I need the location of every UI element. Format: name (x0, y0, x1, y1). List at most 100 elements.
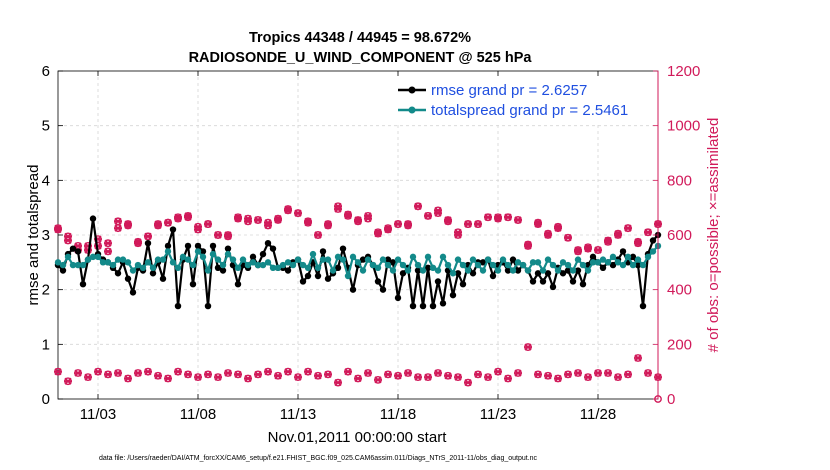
obs-assimilated-point (204, 220, 212, 228)
y-right-tick-label: 200 (667, 336, 692, 353)
obs-assimilated-point (264, 221, 272, 229)
obs-assimilated-point (344, 368, 352, 376)
obs-assimilated-point (424, 373, 432, 381)
totalspread-point (139, 264, 147, 271)
obs-assimilated-point (554, 224, 562, 232)
totalspread-point (194, 248, 202, 255)
obs-assimilated-point (444, 372, 452, 380)
obs-assimilated-point (304, 219, 312, 227)
obs-assimilated-point (524, 343, 532, 351)
obs-assimilated-point (554, 374, 562, 383)
x-tick-label: 11/18 (380, 406, 416, 423)
rmse-point (569, 278, 577, 285)
totalspread-point (589, 259, 597, 266)
obs-assimilated-point (564, 234, 572, 242)
obs-assimilated-point (434, 206, 442, 214)
obs-assimilated-point (644, 228, 652, 236)
totalspread-point (184, 256, 192, 263)
obs-assimilated-point (404, 220, 412, 228)
totalspread-point (649, 248, 657, 255)
totalspread-point (519, 261, 527, 269)
obs-assimilated-point (54, 368, 62, 376)
obs-assimilated-point (384, 370, 392, 378)
obs-assimilated-point (514, 216, 522, 224)
totalspread-point (294, 256, 302, 263)
totalspread-point (234, 264, 242, 271)
obs-assimilated-point (164, 219, 172, 227)
obs-assimilated-point (414, 373, 422, 381)
obs-assimilated-point (334, 202, 342, 210)
totalspread-point (169, 259, 177, 266)
obs-assimilated-point (294, 209, 302, 217)
rmse-point (174, 302, 182, 310)
footnote: data file: /Users/raeder/DAI/ATM_forcXX/… (99, 455, 538, 462)
totalspread-point (369, 261, 377, 269)
totalspread-point (319, 256, 327, 263)
totalspread-point (614, 259, 622, 266)
totalspread-point (454, 256, 462, 263)
totalspread-point (419, 267, 427, 274)
obs-assimilated-point (214, 373, 222, 381)
totalspread-point (94, 253, 102, 261)
rmse-point (224, 245, 232, 252)
obs-assimilated-point (504, 374, 512, 383)
legend-spread-marker (408, 106, 416, 114)
totalspread-point (364, 256, 372, 263)
totalspread-point (489, 261, 497, 269)
totalspread-point (289, 261, 297, 269)
obs-assimilated-point (314, 231, 322, 239)
rmse-point (539, 278, 547, 285)
obs-assimilated-point (474, 220, 482, 228)
obs-assimilated-point (344, 210, 352, 219)
obs-assimilated-point (514, 369, 522, 377)
obs-assimilated-point (144, 232, 152, 240)
obs-assimilated-point (474, 370, 482, 378)
rmse-point (169, 226, 177, 233)
obs-assimilated-point (94, 368, 102, 376)
totalspread-point (314, 264, 322, 271)
rmse-point (89, 215, 97, 222)
totalspread-point (374, 264, 382, 271)
obs-assimilated-point (274, 216, 282, 224)
obs-assimilated-point (324, 221, 332, 229)
totalspread-point (469, 256, 477, 263)
totalspread-point (639, 261, 647, 269)
totalspread-point (219, 261, 227, 269)
legend-box (393, 76, 655, 122)
obs-assimilated-point (74, 369, 82, 377)
obs-assimilated-point (224, 232, 232, 240)
totalspread-point (109, 261, 117, 269)
rmse-point (504, 267, 512, 274)
totalspread-point (159, 256, 167, 263)
totalspread-point (414, 261, 422, 269)
totalspread-point (464, 267, 472, 274)
totalspread-point (409, 253, 417, 261)
obs-assimilated-point (364, 215, 372, 223)
totalspread-point (424, 253, 432, 261)
totalspread-point (344, 272, 352, 280)
obs-assimilated-point (84, 373, 92, 381)
rmse-point (339, 245, 347, 252)
totalspread-point (54, 259, 62, 266)
totalspread-point (564, 261, 572, 269)
totalspread-point (279, 261, 287, 269)
obs-assimilated-point (354, 216, 362, 224)
obs-assimilated-point (244, 215, 252, 223)
obs-assimilated-point (524, 242, 532, 250)
obs-assimilated-point (124, 221, 132, 229)
totalspread-point (394, 256, 402, 263)
totalspread-point (599, 256, 607, 263)
obs-assimilated-point (124, 374, 132, 383)
obs-assimilated-point (64, 236, 72, 245)
obs-assimilated-point (164, 374, 172, 383)
totalspread-point (59, 261, 67, 269)
obs-assimilated-point (624, 370, 632, 378)
legend-rmse-marker (408, 86, 416, 94)
obs-assimilated-point (104, 370, 112, 378)
chart-title-line2: RADIOSONDE_U_WIND_COMPONENT @ 525 hPa (189, 50, 533, 66)
x-tick-label: 11/08 (180, 406, 216, 423)
rmse-point (164, 242, 172, 250)
totalspread-point (299, 261, 307, 269)
totalspread-point (84, 256, 92, 263)
totalspread-point (254, 261, 262, 269)
